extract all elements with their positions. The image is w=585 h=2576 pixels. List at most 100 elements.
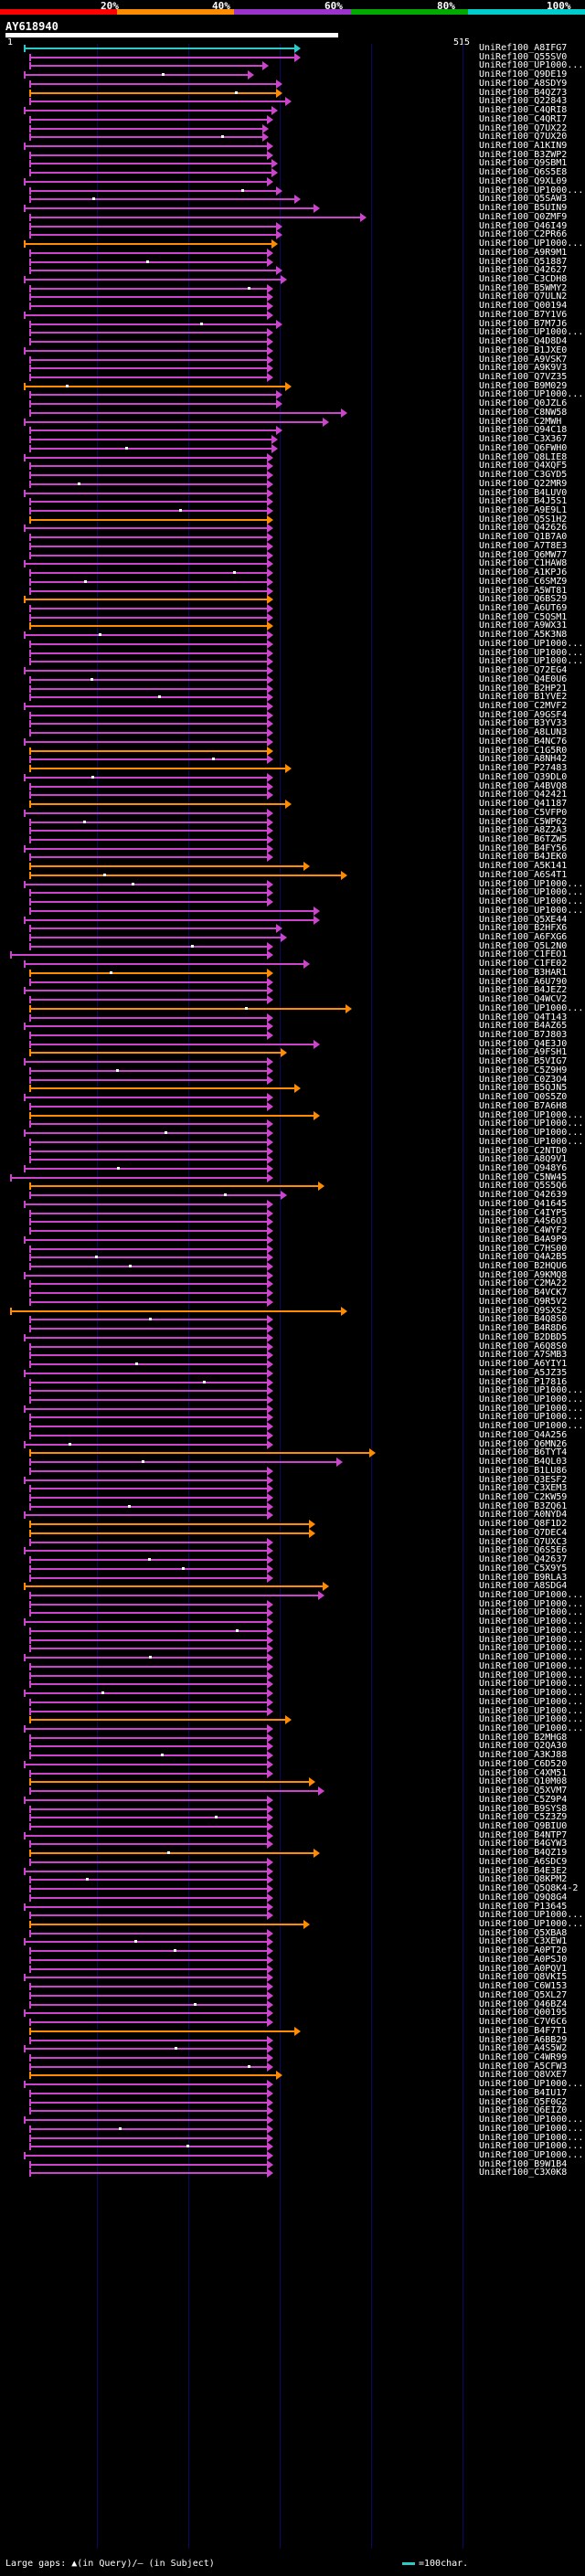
hit-label[interactable]: UniRef100_A3KJ88 xyxy=(479,1750,568,1761)
hit-bar[interactable] xyxy=(24,1550,267,1553)
hit-bar[interactable] xyxy=(28,1754,267,1757)
hit-label[interactable]: UniRef100_B2HP21 xyxy=(479,683,568,694)
hit-bar[interactable] xyxy=(28,1576,267,1579)
hit-bar[interactable] xyxy=(28,172,271,175)
hit-label[interactable]: UniRef100_Q9DE19 xyxy=(479,69,568,80)
hit-bar[interactable] xyxy=(28,2056,267,2059)
hit-label[interactable]: UniRef100_C1G5R0 xyxy=(479,745,568,756)
hit-label[interactable]: UniRef100_UP1000... xyxy=(479,1910,584,1921)
hit-bar[interactable] xyxy=(28,1843,267,1846)
hit-bar[interactable] xyxy=(28,652,267,654)
hit-bar[interactable] xyxy=(28,2065,267,2068)
hit-bar[interactable] xyxy=(24,1585,323,1588)
hit-label[interactable]: UniRef100_A9WX31 xyxy=(479,620,568,631)
hit-bar[interactable] xyxy=(24,705,267,708)
hit-bar[interactable] xyxy=(28,474,267,477)
hit-bar[interactable] xyxy=(28,696,267,699)
hit-label[interactable]: UniRef100_UP1000... xyxy=(479,1421,584,1432)
hit-label[interactable]: UniRef100_B4JEZ2 xyxy=(479,985,568,996)
hit-label[interactable]: UniRef100_C2MWH xyxy=(479,416,562,427)
hit-bar[interactable] xyxy=(28,518,267,521)
hit-bar[interactable] xyxy=(28,2163,267,2166)
hit-bar[interactable] xyxy=(28,1612,267,1615)
hit-label[interactable]: UniRef100_A6UT69 xyxy=(479,602,568,613)
hit-label[interactable]: UniRef100_C4XM51 xyxy=(479,1767,568,1778)
hit-bar[interactable] xyxy=(28,1986,267,1988)
hit-bar[interactable] xyxy=(28,1532,309,1534)
hit-bar[interactable] xyxy=(24,883,267,885)
hit-bar[interactable] xyxy=(28,616,267,619)
hit-label[interactable]: UniRef100_Q6S5E8 xyxy=(479,167,568,178)
hit-label[interactable]: UniRef100_Q42626 xyxy=(479,523,568,534)
hit-bar[interactable] xyxy=(28,118,267,121)
hit-bar[interactable] xyxy=(28,937,281,938)
hit-bar[interactable] xyxy=(24,1097,267,1099)
hit-bar[interactable] xyxy=(24,990,267,992)
hit-label[interactable]: UniRef100_C5Z9H9 xyxy=(479,1065,568,1076)
hit-label[interactable]: UniRef100_Q4A256 xyxy=(479,1429,568,1440)
hit-bar[interactable] xyxy=(28,1852,314,1855)
hit-label[interactable]: UniRef100_C8NW58 xyxy=(479,407,568,418)
hit-bar[interactable] xyxy=(28,1354,267,1357)
hit-label[interactable]: UniRef100_Q46I49 xyxy=(479,220,568,231)
hit-bar[interactable] xyxy=(28,687,267,690)
hit-label[interactable]: UniRef100_Q42639 xyxy=(479,1190,568,1201)
hit-bar[interactable] xyxy=(24,2083,267,2086)
hit-bar[interactable] xyxy=(28,749,267,752)
hit-bar[interactable] xyxy=(28,1807,267,1810)
hit-label[interactable]: UniRef100_A6S4T1 xyxy=(479,869,568,880)
hit-bar[interactable] xyxy=(24,145,267,148)
hit-bar[interactable] xyxy=(28,1665,267,1668)
hit-bar[interactable] xyxy=(28,1283,267,1286)
hit-bar[interactable] xyxy=(24,1061,267,1064)
hit-bar[interactable] xyxy=(24,1941,267,1944)
hit-bar[interactable] xyxy=(24,776,267,779)
hit-label[interactable]: UniRef100_UP1000... xyxy=(479,887,584,898)
hit-bar[interactable] xyxy=(28,794,267,797)
hit-bar[interactable] xyxy=(28,1052,281,1055)
hit-bar[interactable] xyxy=(28,2039,267,2041)
hit-label[interactable]: UniRef100_Q7VZ35 xyxy=(479,372,568,382)
hit-label[interactable]: UniRef100_Q0ZMF9 xyxy=(479,211,568,222)
hit-bar[interactable] xyxy=(28,270,276,272)
hit-label[interactable]: UniRef100_UP1000... xyxy=(479,1590,584,1601)
hit-label[interactable]: UniRef100_Q8F1D2 xyxy=(479,1519,568,1530)
hit-label[interactable]: UniRef100_C5NW45 xyxy=(479,1171,568,1182)
hit-bar[interactable] xyxy=(28,1505,267,1508)
hit-label[interactable]: UniRef100_C0Z3O4 xyxy=(479,1074,568,1085)
hit-label[interactable]: UniRef100_B2HFX6 xyxy=(479,923,568,934)
hit-bar[interactable] xyxy=(28,1523,309,1526)
hit-label[interactable]: UniRef100_Q94C18 xyxy=(479,425,568,436)
hit-bar[interactable] xyxy=(24,2048,267,2051)
hit-bar[interactable] xyxy=(28,1629,267,1632)
hit-label[interactable]: UniRef100_A6Q8S0 xyxy=(479,1341,568,1352)
hit-label[interactable]: UniRef100_Q6BS29 xyxy=(479,594,568,605)
hit-label[interactable]: UniRef100_C7V6C6 xyxy=(479,2017,568,2028)
hit-label[interactable]: UniRef100_A9VSK7 xyxy=(479,354,568,365)
hit-bar[interactable] xyxy=(24,1905,267,1908)
hit-bar[interactable] xyxy=(28,1230,267,1233)
hit-label[interactable]: UniRef100_Q5XBA8 xyxy=(479,1927,568,1938)
hit-label[interactable]: UniRef100_A5K141 xyxy=(479,861,568,872)
hit-bar[interactable] xyxy=(28,101,285,103)
hit-label[interactable]: UniRef100_B4QL03 xyxy=(479,1457,568,1468)
hit-bar[interactable] xyxy=(28,1496,267,1499)
hit-label[interactable]: UniRef100_A8IFG7 xyxy=(479,43,568,53)
hit-bar[interactable] xyxy=(28,1719,285,1722)
hit-label[interactable]: UniRef100_UP1000... xyxy=(479,1136,584,1147)
hit-label[interactable]: UniRef100_Q6MN26 xyxy=(479,1438,568,1449)
hit-label[interactable]: UniRef100_B3YV33 xyxy=(479,718,568,729)
hit-label[interactable]: UniRef100_UP1000... xyxy=(479,896,584,907)
hit-bar[interactable] xyxy=(28,607,267,610)
hit-label[interactable]: UniRef100_C5WP62 xyxy=(479,816,568,827)
hit-label[interactable]: UniRef100_B6TYT4 xyxy=(479,1447,568,1458)
hit-label[interactable]: UniRef100_C5X9Y5 xyxy=(479,1563,568,1574)
hit-label[interactable]: UniRef100_Q6MW77 xyxy=(479,549,568,560)
hit-bar[interactable] xyxy=(28,163,271,165)
hit-label[interactable]: UniRef100_UP1000... xyxy=(479,1723,584,1733)
hit-bar[interactable] xyxy=(24,349,267,352)
hit-bar[interactable] xyxy=(24,1727,267,1730)
hit-label[interactable]: UniRef100_B7J803 xyxy=(479,1030,568,1041)
hit-bar[interactable] xyxy=(28,358,267,361)
hit-bar[interactable] xyxy=(28,856,267,859)
